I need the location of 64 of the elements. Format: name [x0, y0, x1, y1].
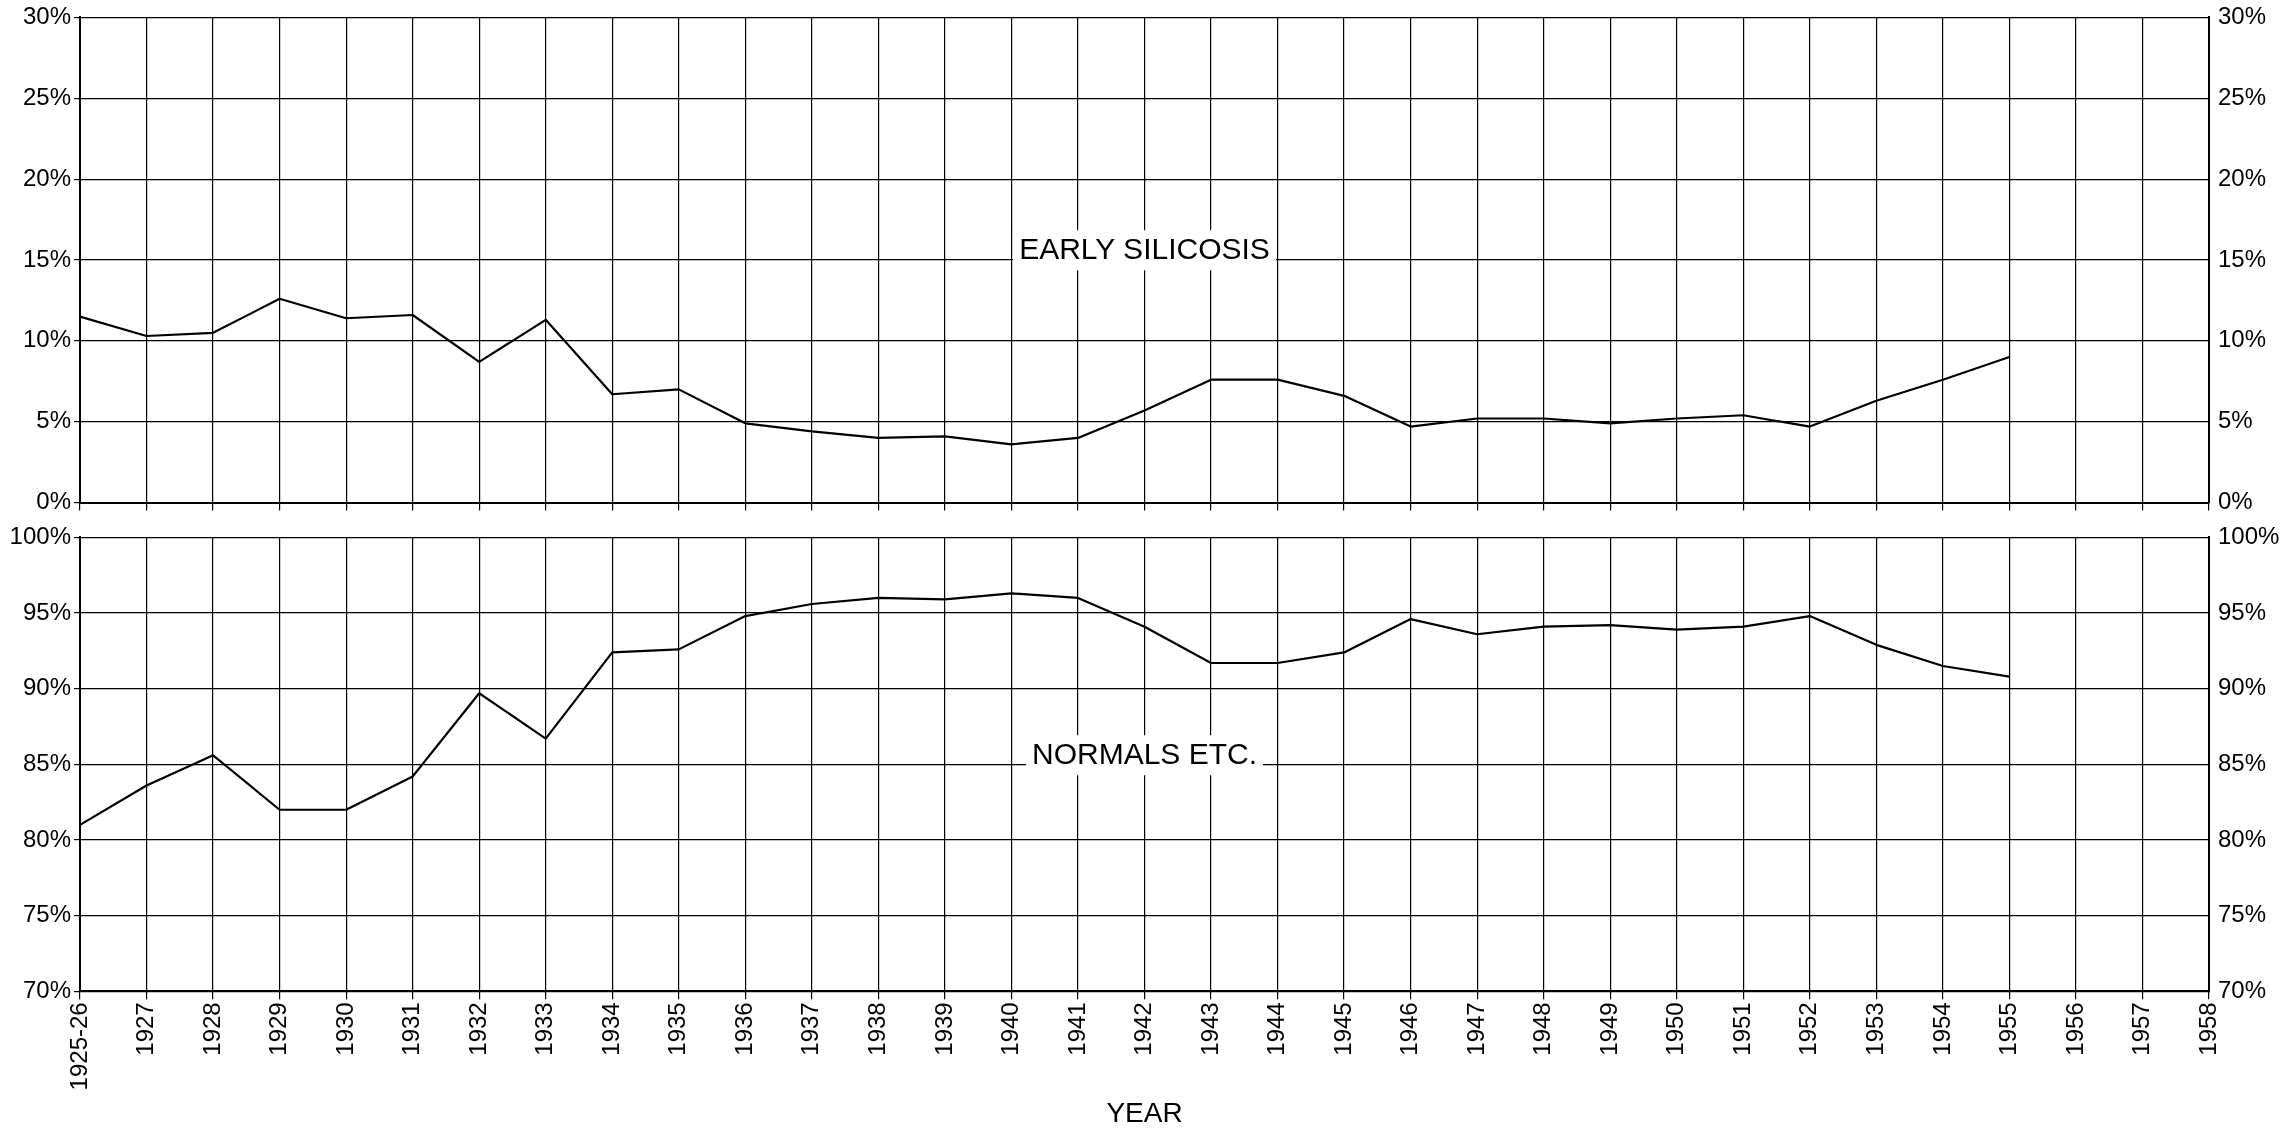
x-tick-label: 1936: [729, 1002, 757, 1056]
x-tick-label: 1940: [996, 1002, 1024, 1056]
x-tick-label: 1933: [530, 1002, 558, 1056]
x-tick-label: 1929: [264, 1002, 292, 1056]
y2-tick-label: 95%: [2218, 597, 2267, 625]
y2-tick-label: 80%: [2218, 824, 2267, 852]
y2-tick-label: 10%: [2218, 325, 2267, 353]
y2-tick-label: 0%: [2218, 487, 2253, 515]
y2-tick-label: 75%: [2218, 900, 2267, 928]
y2-tick-label: 85%: [2218, 748, 2267, 776]
x-tick-label: 1944: [1262, 1002, 1290, 1056]
y2-tick-label: 25%: [2218, 82, 2267, 110]
x-tick-label: 1935: [663, 1002, 691, 1056]
x-tick-label: 1947: [1461, 1002, 1489, 1056]
x-tick-label: 1946: [1395, 1002, 1423, 1056]
x-tick-label: 1945: [1328, 1002, 1356, 1056]
y-tick-label: 75%: [22, 900, 71, 928]
x-tick-label: 1958: [2193, 1002, 2221, 1056]
x-tick-label: 1930: [330, 1002, 358, 1056]
x-tick-label: 1949: [1594, 1002, 1622, 1056]
x-tick-label: 1948: [1528, 1002, 1556, 1056]
x-tick-label: 1928: [197, 1002, 225, 1056]
y-tick-label: 95%: [22, 597, 71, 625]
y2-tick-label: 30%: [2218, 2, 2267, 30]
y-tick-label: 0%: [36, 487, 71, 515]
y-tick-label: 25%: [22, 82, 71, 110]
x-tick-label: 1943: [1195, 1002, 1223, 1056]
x-tick-label: 1941: [1062, 1002, 1090, 1056]
x-tick-label: 1942: [1129, 1002, 1157, 1056]
x-tick-label: 1952: [1794, 1002, 1822, 1056]
x-tick-label: 1937: [796, 1002, 824, 1056]
y2-tick-label: 100%: [2218, 522, 2280, 550]
x-tick-label: 1938: [863, 1002, 890, 1056]
y2-tick-label: 90%: [2218, 673, 2267, 701]
y2-tick-label: 70%: [2218, 975, 2267, 1003]
x-tick-label: 1955: [1994, 1002, 2022, 1056]
y-tick-label: 70%: [22, 975, 71, 1003]
x-tick-label: 1951: [1727, 1002, 1755, 1056]
y-tick-label: 15%: [22, 244, 71, 272]
y-tick-label: 80%: [22, 824, 71, 852]
y-tick-label: 100%: [9, 522, 71, 550]
x-tick-label: 1925-26: [64, 1002, 92, 1091]
y-tick-label: 10%: [22, 325, 71, 353]
text: NORMALS ETC.: [1031, 736, 1258, 770]
y2-tick-label: 20%: [2218, 163, 2267, 191]
y-tick-label: 30%: [22, 2, 71, 30]
x-tick-label: 1953: [1860, 1002, 1888, 1056]
y-tick-label: 90%: [22, 673, 71, 701]
y2-tick-label: 5%: [2218, 406, 2253, 434]
x-tick-label: 1954: [1927, 1002, 1955, 1056]
y-tick-label: 85%: [22, 748, 71, 776]
x-tick-label: 1957: [2127, 1002, 2155, 1056]
x-tick-label: 1950: [1661, 1002, 1689, 1056]
x-tick-label: 1934: [596, 1002, 624, 1056]
y2-tick-label: 15%: [2218, 244, 2267, 272]
x-tick-label: 1932: [463, 1002, 491, 1056]
y-tick-label: 5%: [36, 406, 71, 434]
text: EARLY SILICOSIS: [1019, 231, 1270, 265]
x-tick-label: 1939: [929, 1002, 957, 1056]
x-axis-title: YEAR: [1106, 1096, 1183, 1128]
y-tick-label: 20%: [22, 163, 71, 191]
x-tick-label: 1931: [397, 1002, 425, 1056]
x-tick-label: 1927: [131, 1002, 159, 1056]
x-tick-label: 1956: [2060, 1002, 2088, 1056]
